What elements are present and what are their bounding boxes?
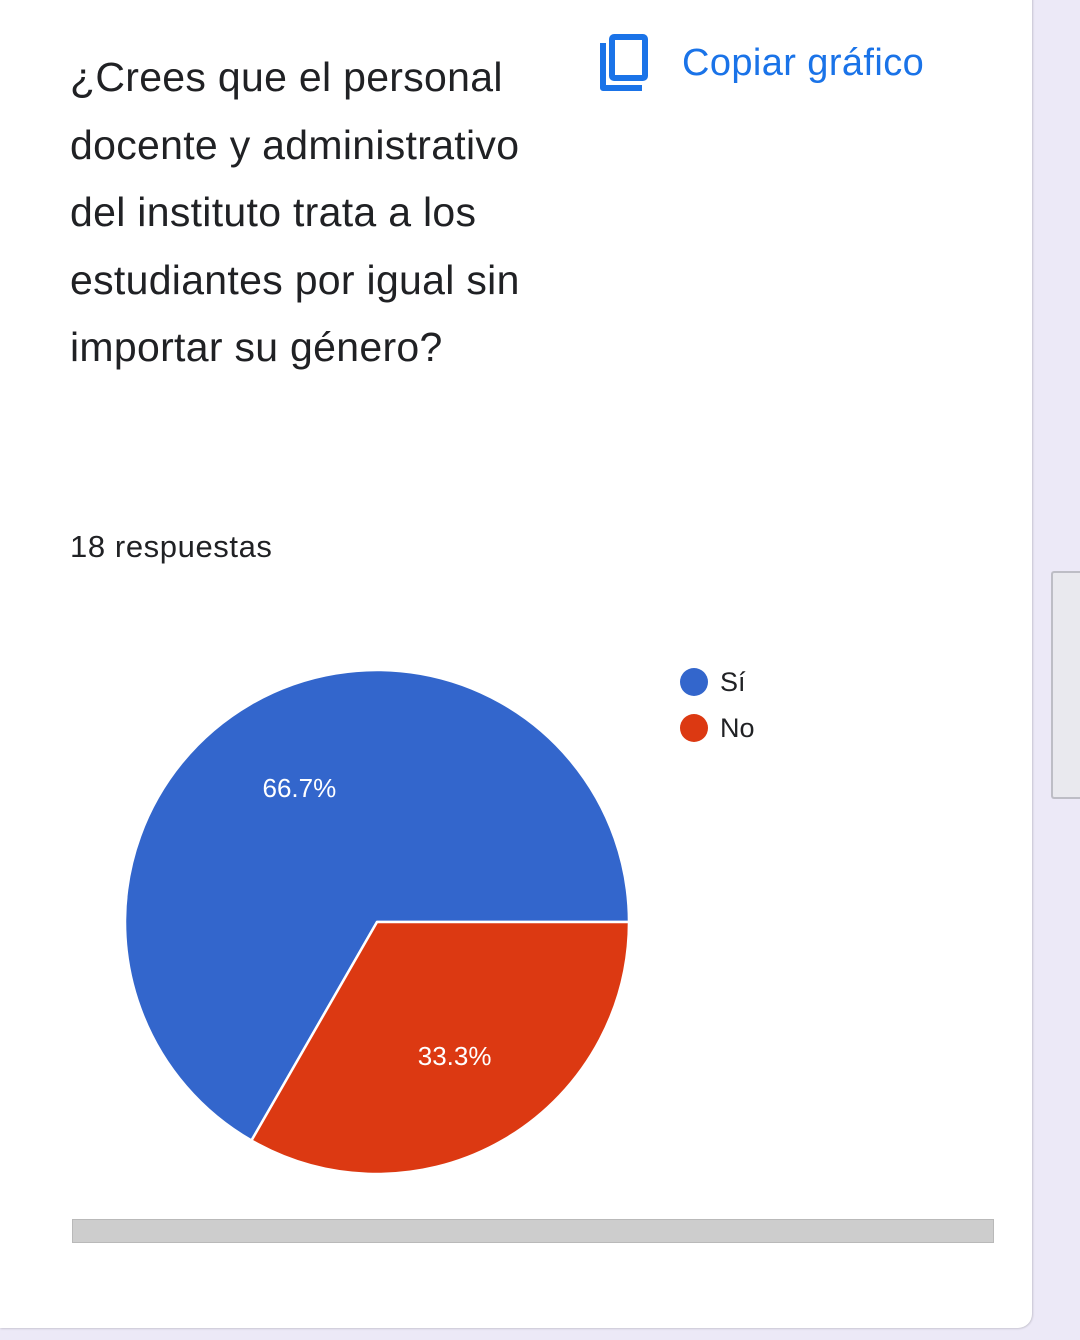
legend-label-no: No [720,713,755,743]
pie-slice-si[interactable] [123,668,631,1142]
pie-slice-no[interactable] [250,920,631,1176]
copy-chart-button[interactable]: Copiar gráfico [596,28,924,98]
pie-chart: 66.7% 33.3% Sí No [123,667,755,1176]
legend-marker-si [680,668,708,696]
pie-slice-label-si: 66.7% [263,773,337,803]
legend-label-si: Sí [720,667,746,697]
copy-icon [596,32,652,94]
vertical-scrollbar[interactable] [1051,571,1080,799]
chart-card: ¿Crees que el personal docente y adminis… [0,0,1032,1328]
copy-chart-label: Copiar gráfico [682,41,925,84]
legend-marker-no [680,714,708,742]
horizontal-scrollbar[interactable] [72,1219,994,1243]
pie-slice-label-no: 33.3% [418,1041,492,1071]
question-title: ¿Crees que el personal docente y adminis… [70,54,520,370]
response-count: 18 respuestas [70,529,273,564]
